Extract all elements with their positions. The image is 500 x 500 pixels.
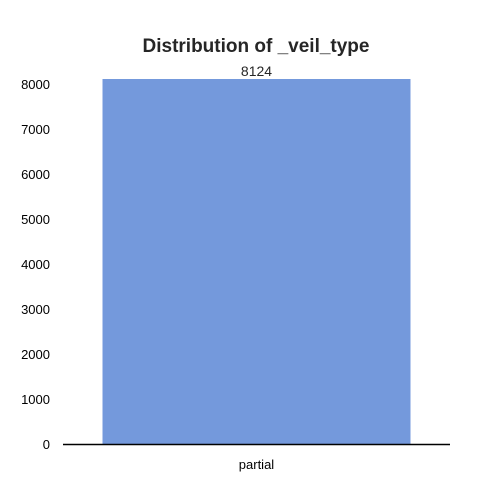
- x-axis-ticks: partial: [239, 457, 275, 472]
- y-tick-label: 8000: [21, 77, 50, 92]
- y-tick-label: 7000: [21, 122, 50, 137]
- y-tick-label: 0: [43, 437, 50, 452]
- y-axis-ticks: 0 1000 2000 3000 4000 5000 6000 7000 8000: [21, 77, 50, 452]
- bar-partial: [103, 79, 411, 445]
- data-label-partial: 8124: [241, 63, 272, 79]
- y-tick-label: 5000: [21, 212, 50, 227]
- data-labels-group: 8124: [241, 63, 272, 79]
- y-tick-label: 4000: [21, 257, 50, 272]
- bars-group: [103, 79, 411, 445]
- y-tick-label: 2000: [21, 347, 50, 362]
- y-tick-label: 6000: [21, 167, 50, 182]
- y-tick-label: 1000: [21, 392, 50, 407]
- x-tick-label: partial: [239, 457, 275, 472]
- chart-title: Distribution of _veil_type: [143, 36, 370, 57]
- y-tick-label: 3000: [21, 302, 50, 317]
